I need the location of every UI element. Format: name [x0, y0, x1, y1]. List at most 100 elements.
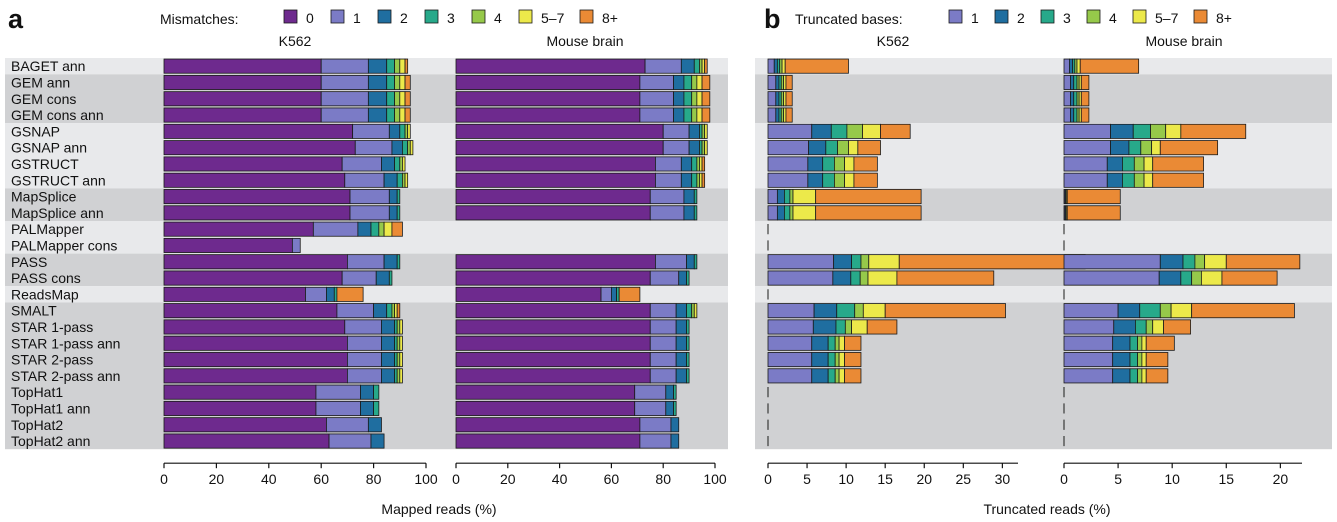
- bar-b-mouse-star-1-pass-ann-5-7: [1141, 335, 1147, 351]
- bar-a-mouse-gsnap-1: [662, 123, 690, 139]
- legend-swatch-4: [1086, 9, 1101, 24]
- bar-a-k562-gem-ann-5-7: [399, 74, 406, 90]
- category-label-star-2-pass-ann: STAR 2-pass ann: [11, 368, 120, 384]
- bar-a-mouse-gem-cons-0: [455, 91, 641, 107]
- bar-a-mouse-gstruct-0: [455, 156, 656, 172]
- bar-b-k562-star-2-pass-5-7: [838, 352, 845, 368]
- bar-a-k562-tophat2-2: [367, 417, 382, 433]
- bar-a-mouse-star-2-pass-0: [455, 352, 651, 368]
- category-label-gem-cons: GEM cons: [11, 91, 76, 107]
- legend-swatch-5-7: [1132, 9, 1147, 24]
- bar-a-mouse-gsnap-5-7: [704, 123, 708, 139]
- bar-a-k562-pass-cons-0: [163, 270, 343, 286]
- bar-a-mouse-mapsplice-2: [683, 189, 695, 205]
- bar-a-mouse-star-2-pass-ann-2: [675, 368, 687, 384]
- tick-label-a-mouse-40: 40: [552, 471, 568, 487]
- bar-a-k562-mapsplice-1: [349, 189, 390, 205]
- bar-b-k562-mapsplice-ann-8: [815, 205, 922, 221]
- bar-b-mouse-gsnap-ann-2: [1110, 140, 1130, 156]
- bar-a-mouse-star-2-pass-ann-1: [649, 368, 677, 384]
- bar-a-mouse-readsmap-8: [618, 286, 641, 302]
- bar-a-mouse-gem-cons-2: [673, 91, 685, 107]
- bar-b-k562-gem-cons-8: [785, 91, 793, 107]
- bar-a-mouse-gstruct-ann-3: [691, 172, 698, 188]
- bar-b-mouse-gsnap-ann-4: [1140, 140, 1153, 156]
- bar-a-k562-mapsplice-3: [396, 189, 401, 205]
- bar-b-k562-star-2-pass-1: [767, 352, 813, 368]
- legend-label-2: 2: [400, 10, 408, 26]
- bar-b-mouse-gsnap-ann-8: [1159, 140, 1219, 156]
- bar-a-k562-gem-ann-3: [386, 74, 395, 90]
- bar-a-mouse-readsmap-2: [611, 286, 617, 302]
- bar-b-mouse-gem-ann-2: [1070, 74, 1075, 90]
- bar-b-mouse-star-2-pass-ann-5-7: [1141, 368, 1147, 384]
- bar-b-k562-gsnap-ann-2: [808, 140, 827, 156]
- bar-b-k562-gstruct-ann-4: [834, 172, 845, 188]
- tick-label-a-k562-0: 0: [160, 471, 168, 487]
- bar-a-mouse-mapsplice-ann-0: [455, 205, 651, 221]
- bar-b-k562-smalt-3: [836, 303, 856, 319]
- bar-b-mouse-smalt-2: [1117, 303, 1141, 319]
- bar-a-mouse-gem-cons-4: [691, 91, 698, 107]
- bar-a-mouse-smalt-0: [455, 303, 651, 319]
- bar-a-k562-gstruct-ann-2: [383, 172, 398, 188]
- bar-b-k562-gem-cons-1: [767, 91, 777, 107]
- bar-a-mouse-gem-cons-ann-4: [691, 107, 698, 123]
- bar-a-k562-gsnap-ann-0: [163, 140, 356, 156]
- bar-b-k562-star-1-pass-ann-1: [767, 335, 813, 351]
- bar-a-k562-gem-cons-ann-0: [163, 107, 322, 123]
- category-label-palmapper-cons: PALMapper cons: [11, 237, 117, 253]
- bar-a-mouse-tophat1-ann-3: [673, 400, 677, 416]
- bar-a-mouse-pass-1: [655, 254, 687, 270]
- bar-b-k562-pass-4: [860, 254, 870, 270]
- bar-a-mouse-mapsplice-ann-3: [693, 205, 698, 221]
- bar-a-k562-gsnap-ann-2: [391, 140, 403, 156]
- bar-b-mouse-gstruct-8: [1152, 156, 1204, 172]
- tick-label-a-k562-60: 60: [313, 471, 329, 487]
- bar-a-mouse-tophat1-ann-0: [455, 400, 636, 416]
- bar-a-mouse-gem-ann-3: [683, 74, 693, 90]
- bar-b-mouse-star-1-pass-3: [1135, 319, 1147, 335]
- bar-b-mouse-gem-cons-ann-8: [1080, 107, 1090, 123]
- bar-b-mouse-star-2-pass-3: [1129, 352, 1138, 368]
- bar-b-mouse-star-1-pass-1: [1063, 319, 1115, 335]
- bar-b-k562-gsnap-ann-4: [837, 140, 849, 156]
- bar-b-mouse-gsnap-ann-3: [1128, 140, 1142, 156]
- bar-b-mouse-gsnap-5-7: [1165, 123, 1182, 139]
- bar-b-k562-mapsplice-ann-1: [767, 205, 778, 221]
- bar-b-mouse-gsnap-8: [1180, 123, 1247, 139]
- bar-a-mouse-tophat1-1: [634, 384, 667, 400]
- bar-a-mouse-gsnap-ann-5-7: [704, 140, 708, 156]
- bar-a-mouse-mapsplice-ann-2: [683, 205, 695, 221]
- bar-a-k562-gsnap-ann-5-7: [409, 140, 414, 156]
- bar-b-mouse-pass-1: [1063, 254, 1161, 270]
- tick-label-b-k562-25: 25: [956, 471, 972, 487]
- bar-b-mouse-star-1-pass-5-7: [1152, 319, 1164, 335]
- bar-b-mouse-star-2-pass-ann-8: [1145, 368, 1169, 384]
- bar-b-k562-gstruct-ann-5-7: [844, 172, 855, 188]
- category-label-gstruct: GSTRUCT: [11, 156, 79, 172]
- bar-a-mouse-gem-cons-3: [683, 91, 693, 107]
- bar-a-k562-readsmap-2: [326, 286, 335, 302]
- bar-b-mouse-pass-cons-1: [1063, 270, 1160, 286]
- bar-a-mouse-baget-ann-2: [680, 58, 695, 74]
- bar-a-mouse-tophat2-1: [639, 417, 672, 433]
- bar-b-k562-gsnap-3: [830, 123, 848, 139]
- bar-a-k562-gsnap-3: [399, 123, 406, 139]
- bar-a-k562-gem-ann-2: [367, 74, 388, 90]
- bar-a-k562-star-1-pass-5-7: [399, 319, 403, 335]
- bar-b-mouse-star-2-pass-4: [1137, 352, 1143, 368]
- bar-a-k562-tophat1-ann-2: [360, 400, 375, 416]
- bar-a-k562-mapsplice-2: [388, 189, 398, 205]
- plot-title-a-k562: K562: [279, 33, 312, 49]
- bar-a-mouse-tophat1-ann-2: [665, 400, 674, 416]
- bar-b-mouse-star-2-pass-ann-2: [1112, 368, 1131, 384]
- legend-swatch-4: [471, 9, 486, 24]
- category-label-mapsplice-ann: MapSplice ann: [11, 205, 104, 221]
- plot-title-b-mouse: Mouse brain: [1145, 33, 1222, 49]
- bar-a-k562-pass-2: [383, 254, 398, 270]
- bar-b-mouse-gsnap-ann-1: [1063, 140, 1111, 156]
- legend-label-4: 4: [1109, 10, 1117, 26]
- bar-a-k562-star-1-pass-ann-2: [381, 335, 395, 351]
- bar-b-mouse-star-1-pass-ann-4: [1137, 335, 1143, 351]
